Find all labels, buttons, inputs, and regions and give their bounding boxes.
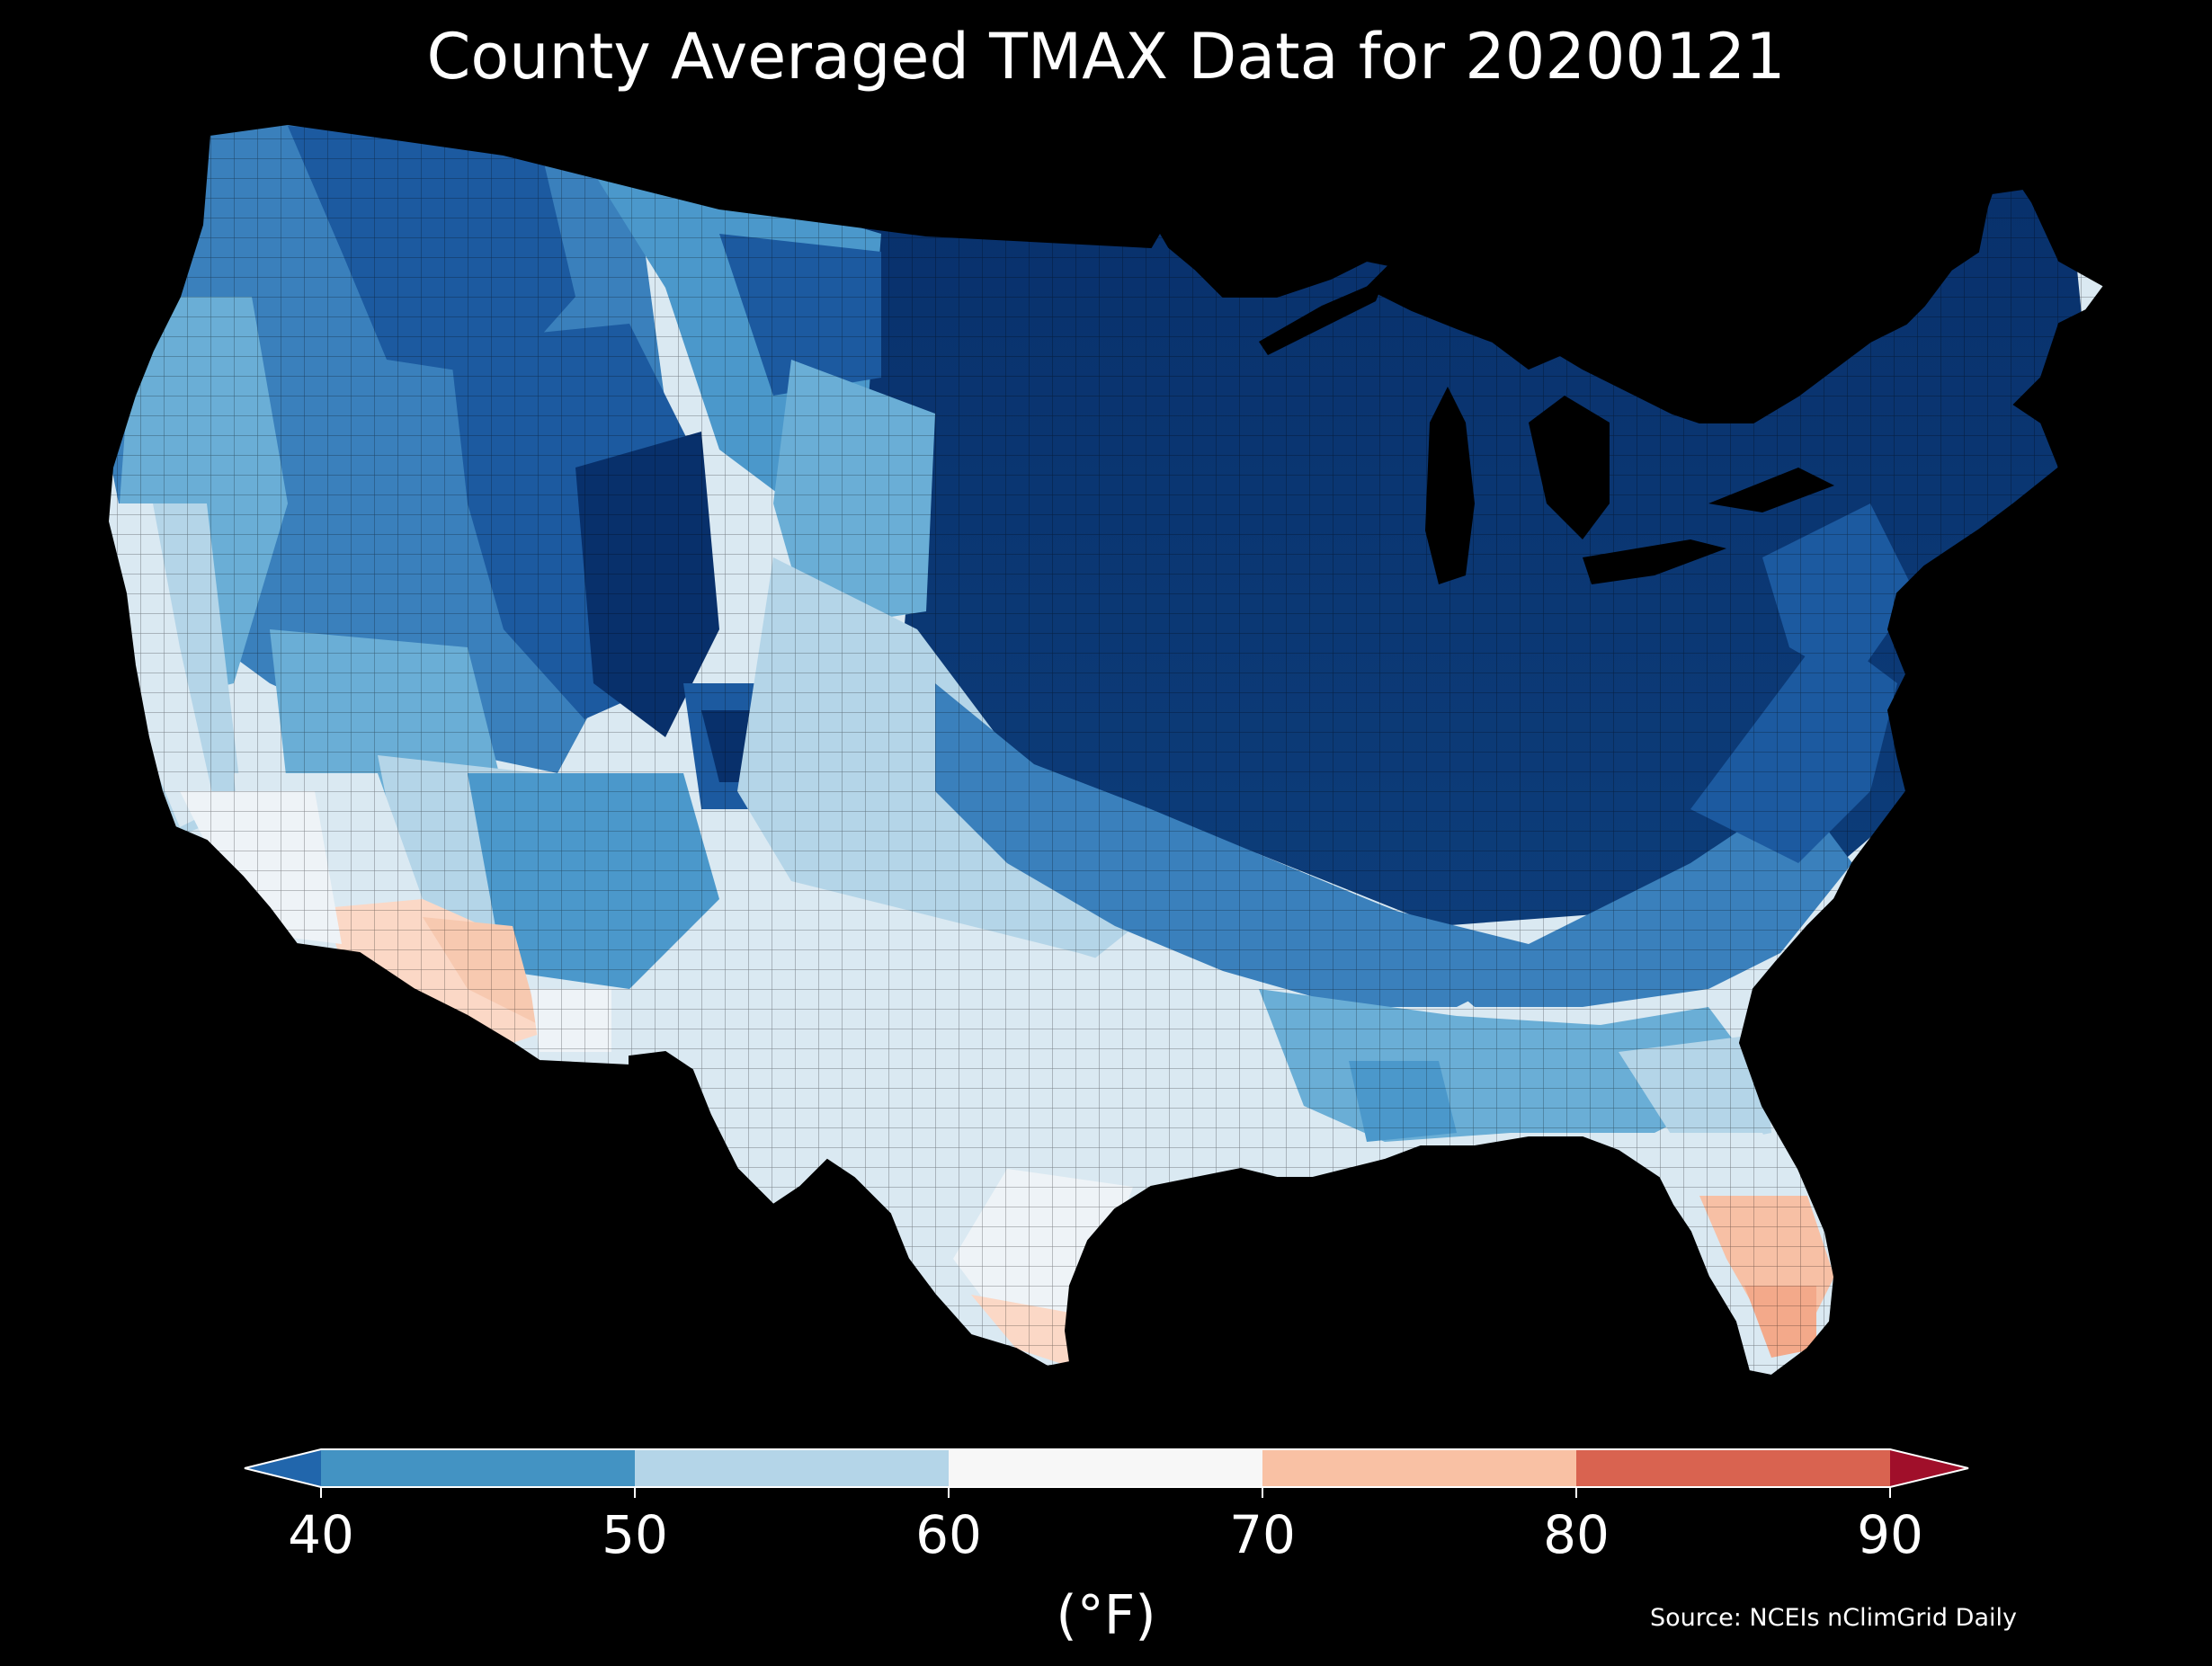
source-credit: Source: NCEIs nClimGrid Daily [1650, 1604, 2017, 1632]
colorbar-extend-high [1890, 1449, 1968, 1487]
page-title: County Averaged TMAX Data for 20200121 [426, 20, 1786, 94]
colorbar-tick-label: 40 [288, 1504, 354, 1565]
colorbar-bin-60-70 [949, 1449, 1262, 1487]
colorbar-bin-80-90 [1576, 1449, 1890, 1487]
colorbar-extend-low [245, 1449, 321, 1487]
colorbar-units-label: (°F) [1056, 1584, 1156, 1647]
colorbar-bin-70-80 [1262, 1449, 1576, 1487]
colorbar-tick-label: 90 [1857, 1504, 1923, 1565]
colorbar-tick-label: 70 [1229, 1504, 1296, 1565]
great-lakes [1259, 279, 1834, 584]
colorbar-bin-50-60 [635, 1449, 949, 1487]
colorbar-tick-label: 60 [915, 1504, 982, 1565]
colorbar-tick-label: 80 [1543, 1504, 1610, 1565]
colorbar-tick-label: 50 [602, 1504, 668, 1565]
colorbar-bin-40-50 [321, 1449, 635, 1487]
